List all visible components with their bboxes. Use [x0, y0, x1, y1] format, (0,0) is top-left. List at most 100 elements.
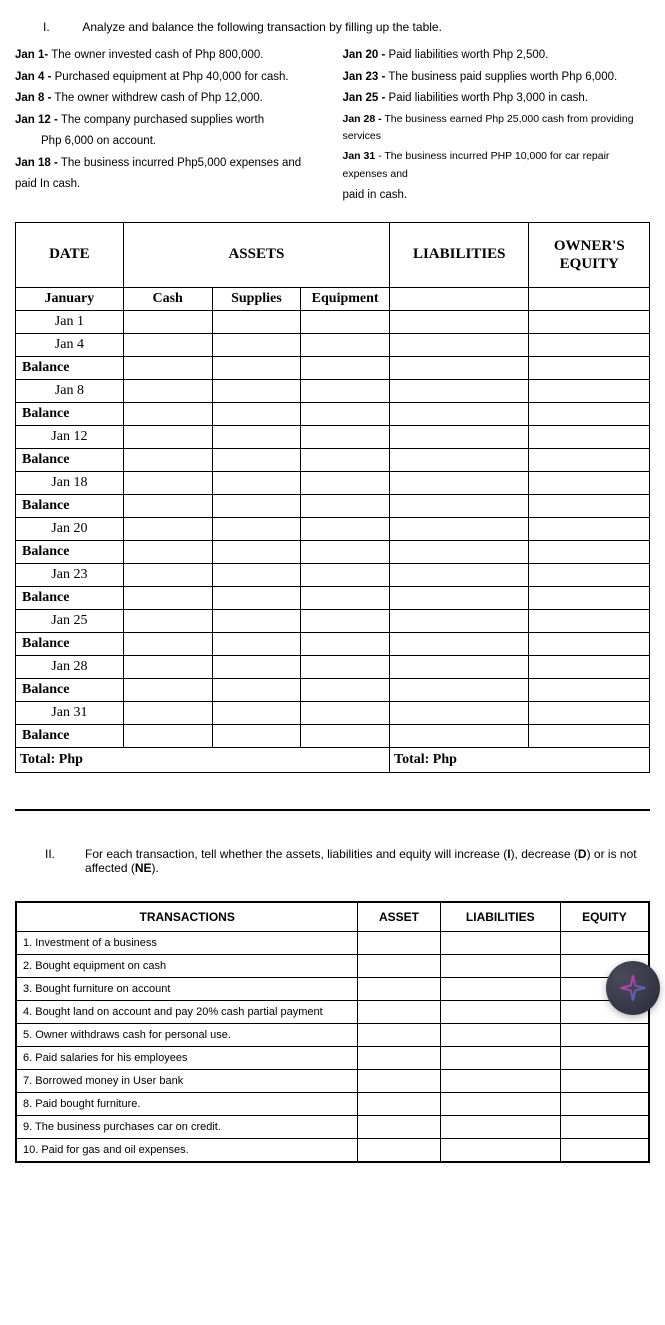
cell-empty: [123, 356, 212, 379]
cell-empty: [390, 402, 529, 425]
transaction-desc: 4. Bought land on account and pay 20% ca…: [16, 1000, 358, 1023]
cell-empty: [301, 609, 390, 632]
row-date-label: Jan 23: [16, 563, 124, 586]
header-liabilities2: LIABILITIES: [440, 902, 560, 932]
table-row: Jan 18: [16, 471, 650, 494]
effects-table: TRANSACTIONS ASSET LIABILITIES EQUITY 1.…: [15, 901, 650, 1163]
table-row: Balance: [16, 678, 650, 701]
table-row: Jan 12: [16, 425, 650, 448]
transaction-item: Jan 12 - The company purchased supplies …: [15, 111, 323, 131]
transaction-desc: 2. Bought equipment on cash: [16, 954, 358, 977]
cell-empty: [123, 517, 212, 540]
transaction-label: Jan 12 -: [15, 114, 58, 126]
cell-empty: [212, 379, 301, 402]
row-date-label: Jan 8: [16, 379, 124, 402]
transaction-label: Jan 31: [343, 150, 376, 162]
transaction-text: Paid liabilities worth Php 2,500.: [385, 49, 548, 61]
cell-empty: [560, 1046, 649, 1069]
cell-empty: [529, 586, 650, 609]
sparkle-icon: [619, 974, 647, 1002]
transaction-item: paid In cash.: [15, 175, 323, 195]
transaction-item: Jan 1- The owner invested cash of Php 80…: [15, 46, 323, 66]
cell-empty: [212, 540, 301, 563]
accounting-table: DATE ASSETS LIABILITIES OWNER'S EQUITY J…: [15, 222, 650, 773]
floating-action-button[interactable]: [606, 961, 660, 1015]
cell-empty: [390, 448, 529, 471]
cell-empty: [212, 632, 301, 655]
cell-empty: [212, 678, 301, 701]
transaction-text: The company purchased supplies worth: [58, 114, 264, 126]
header-equity: EQUITY: [560, 902, 649, 932]
cell-empty: [212, 402, 301, 425]
cell-empty: [440, 1069, 560, 1092]
transaction-item: Jan 28 - The business earned Php 25,000 …: [343, 111, 651, 147]
transaction-text: The owner invested cash of Php 800,000.: [48, 49, 263, 61]
section2-intro-text: For each transaction, tell whether the a…: [85, 847, 650, 875]
cell-empty: [212, 471, 301, 494]
transaction-desc: 5. Owner withdraws cash for personal use…: [16, 1023, 358, 1046]
row-date-label: Balance: [16, 632, 124, 655]
row-date-label: Balance: [16, 586, 124, 609]
section1-intro: I. Analyze and balance the following tra…: [15, 20, 650, 34]
cell-empty: [301, 310, 390, 333]
table-row: Balance: [16, 540, 650, 563]
header-assets: ASSETS: [123, 222, 389, 287]
table-row: 7. Borrowed money in User bank: [16, 1069, 649, 1092]
cell-empty: [123, 655, 212, 678]
cell-empty: [560, 1092, 649, 1115]
cell-empty: [301, 586, 390, 609]
transaction-desc: 3. Bought furniture on account: [16, 977, 358, 1000]
transaction-item: Jan 8 - The owner withdrew cash of Php 1…: [15, 89, 323, 109]
cell-empty: [529, 724, 650, 747]
section-divider: [15, 809, 650, 811]
cell-empty: [212, 724, 301, 747]
row-date-label: Balance: [16, 448, 124, 471]
transaction-text: Paid liabilities worth Php 3,000 in cash…: [385, 92, 588, 104]
table-row: Jan 4: [16, 333, 650, 356]
cell-empty: [390, 494, 529, 517]
cell-empty: [212, 448, 301, 471]
cell-empty: [390, 540, 529, 563]
transaction-item: Jan 4 - Purchased equipment at Php 40,00…: [15, 68, 323, 88]
total-assets-label: Total: Php: [16, 747, 390, 772]
cell-empty: [358, 1138, 440, 1162]
cell-empty: [529, 379, 650, 402]
transaction-label: Jan 1-: [15, 49, 48, 61]
table-row: Balance: [16, 448, 650, 471]
cell-empty: [529, 333, 650, 356]
cell-empty: [358, 1000, 440, 1023]
cell-empty: [358, 1092, 440, 1115]
cell-empty: [301, 402, 390, 425]
cell-empty: [560, 1023, 649, 1046]
table-row: 2. Bought equipment on cash: [16, 954, 649, 977]
cell-empty: [123, 425, 212, 448]
cell-empty: [123, 701, 212, 724]
transaction-desc: 7. Borrowed money in User bank: [16, 1069, 358, 1092]
cell-empty: [440, 1138, 560, 1162]
cell-empty: [301, 517, 390, 540]
cell-empty: [529, 471, 650, 494]
table-row: 8. Paid bought furniture.: [16, 1092, 649, 1115]
transaction-desc: 9. The business purchases car on credit.: [16, 1115, 358, 1138]
transaction-label: Jan 8 -: [15, 92, 51, 104]
table-row: Jan 23: [16, 563, 650, 586]
cell-empty: [529, 425, 650, 448]
cell-empty: [390, 563, 529, 586]
table-row: 4. Bought land on account and pay 20% ca…: [16, 1000, 649, 1023]
cell-empty: [301, 379, 390, 402]
cell-empty: [301, 448, 390, 471]
cell-empty: [358, 1046, 440, 1069]
cell-empty: [529, 448, 650, 471]
transactions-columns: Jan 1- The owner invested cash of Php 80…: [15, 46, 650, 208]
cell-empty: [529, 310, 650, 333]
cell-empty: [301, 540, 390, 563]
cell-empty: [123, 678, 212, 701]
cell-empty: [358, 931, 440, 954]
transaction-text: The business incurred Php5,000 expenses …: [58, 157, 301, 169]
cell-empty: [529, 540, 650, 563]
transactions-left-col: Jan 1- The owner invested cash of Php 80…: [15, 46, 323, 208]
cell-empty: [212, 310, 301, 333]
cell-empty: [123, 333, 212, 356]
cell-empty: [301, 632, 390, 655]
subheader-supplies: Supplies: [212, 287, 301, 310]
